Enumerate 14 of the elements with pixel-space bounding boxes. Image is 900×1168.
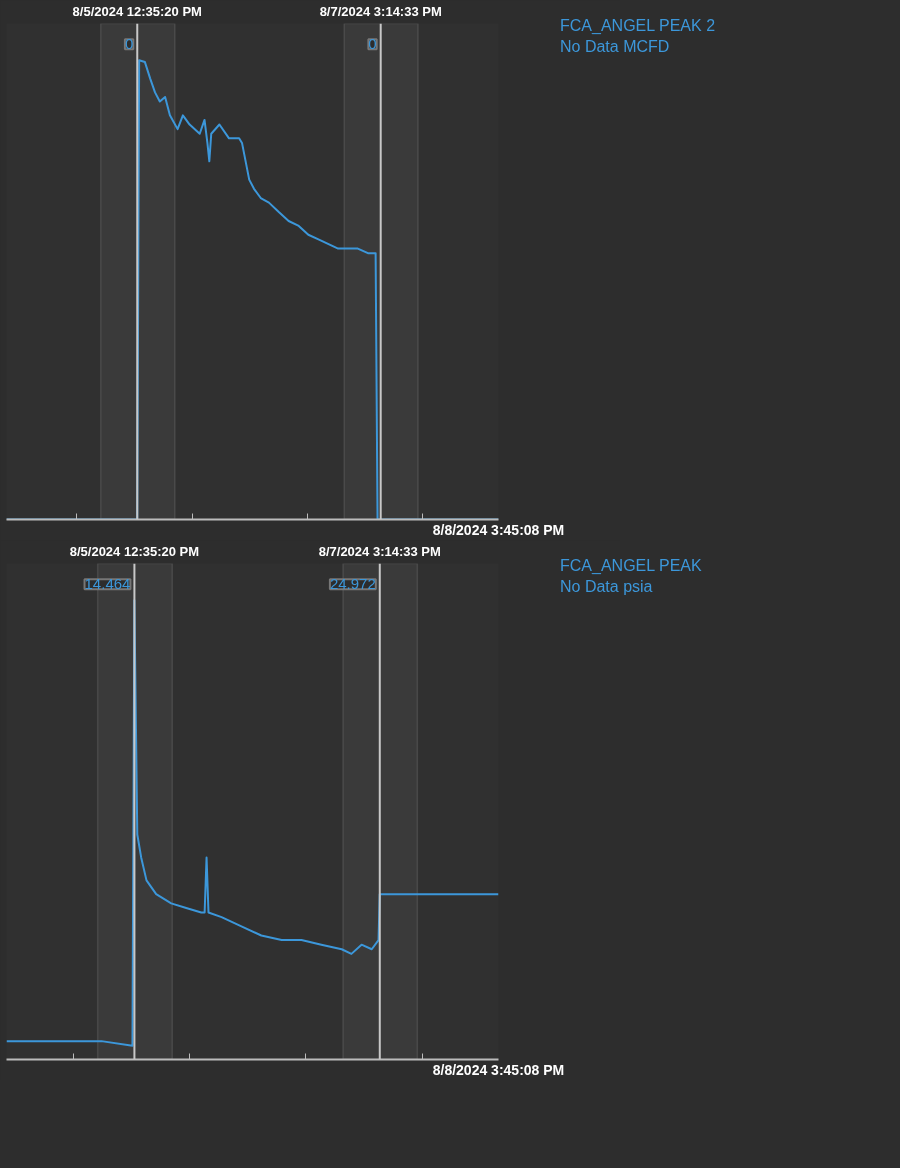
x-tick-label: 8/5/2024 12:35:20 PM — [72, 3, 202, 19]
x-axis-title: 8/8/2024 3:45:08 PM — [432, 1061, 565, 1078]
x-axis-title: 8/8/2024 3:45:08 PM — [432, 521, 565, 538]
text: 24.972 — [329, 575, 376, 593]
text: 0 — [124, 35, 134, 53]
text: 0 — [368, 35, 377, 53]
text: 14.464 — [84, 575, 131, 593]
x-tick-label: 8/5/2024 12:35:20 PM — [69, 543, 200, 559]
x-tick-label: 8/7/2024 3:14:33 PM — [319, 3, 442, 19]
text: FCA_ANGEL PEAK — [560, 556, 702, 576]
x-tick-label: 8/7/2024 3:14:33 PM — [318, 543, 441, 559]
text: No Data psia — [560, 576, 654, 597]
text: No Data MCFD — [560, 36, 671, 57]
text: FCA_ANGEL PEAK 2 — [560, 16, 716, 36]
